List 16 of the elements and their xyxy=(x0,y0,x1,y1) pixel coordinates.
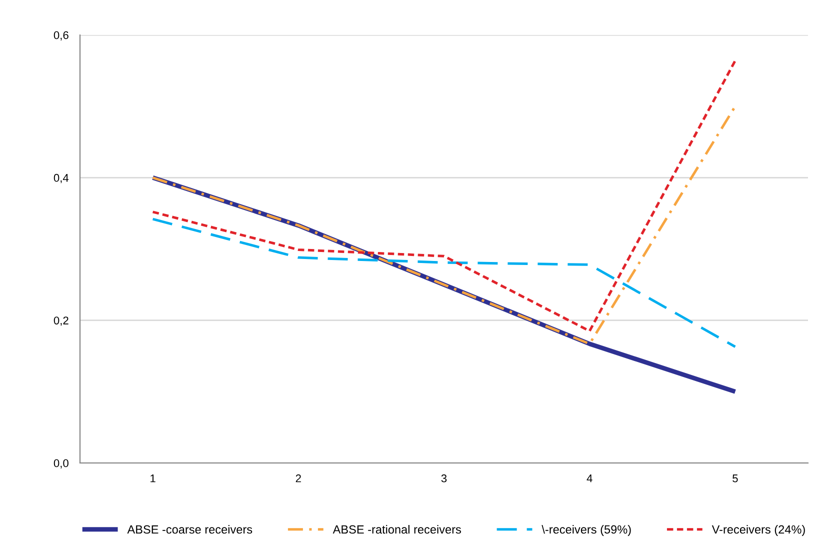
x-tick-label: 4 xyxy=(586,474,592,482)
x-tick-label: 2 xyxy=(296,474,301,482)
x-tick-label: 5 xyxy=(732,474,738,482)
line-series xyxy=(152,218,736,348)
legend-label: ABSE -rational receivers xyxy=(332,524,461,534)
y-tick-label: 0,6 xyxy=(54,31,68,40)
y-tick-label: 0,0 xyxy=(54,459,68,468)
legend-label: ABSE -coarse receivers xyxy=(127,524,252,534)
legend-label: V-receivers (24%) xyxy=(712,524,805,536)
x-tick-label: 1 xyxy=(150,474,156,482)
line-series xyxy=(152,59,736,332)
y-tick-label: 0,2 xyxy=(54,316,68,326)
legend-label: \-receivers (59%) xyxy=(542,524,631,536)
x-tick-label: 3 xyxy=(441,474,447,482)
line-series xyxy=(152,105,736,346)
y-tick-label: 0,4 xyxy=(54,174,69,184)
